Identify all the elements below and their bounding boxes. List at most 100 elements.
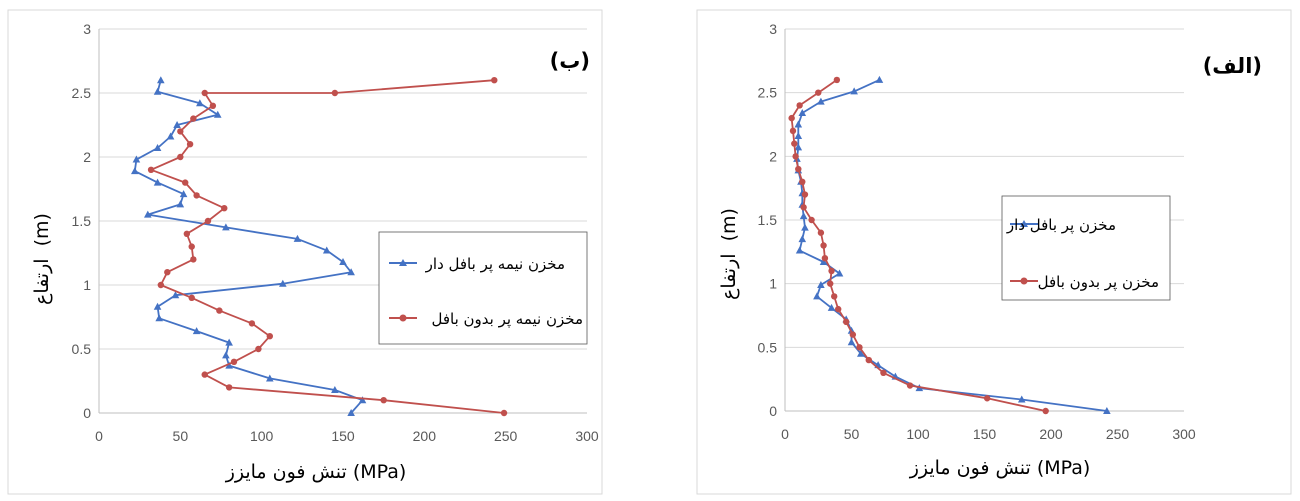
data-point-circle [491,77,498,84]
legend-marker-circle [399,314,407,322]
chart-panel-b: 0 0.5 1 1.5 2 2.5 3 0 50 100 150 200 250 300 (ب) تنش … [7,9,603,495]
data-point-triangle [222,223,230,231]
legend: مخزن پر بافل دار مخزن پر بدون بافل [1001,195,1171,301]
svg-text:ارتفاع (m): ارتفاع (m) [31,213,53,305]
y-axis-title-text: ارتفاع [31,258,53,304]
data-point-triangle [225,361,233,369]
data-point-triangle [819,258,828,266]
y-axis-title: ارتفاع (m) [31,213,53,305]
y-axis-title-unit: (m) [718,208,740,241]
legend-box [1001,195,1171,301]
data-point-triangle [339,257,347,265]
data-point-circle [204,217,212,225]
data-point-circle [188,243,195,250]
tick-labels: 0 0.5 1 1.5 2 2.5 3 0 50 100 150 200 250 300 [758,21,1196,442]
data-point-triangle [331,385,339,393]
data-point-triangle [857,349,865,357]
legend: مخزن نیمه پر بافل دار مخزن نیمه پر بدون … [378,231,588,345]
data-point-triangle [1103,407,1111,414]
data-point-triangle [225,338,233,346]
data-point-triangle [798,109,807,117]
legend-item-1: مخزن نیمه پر بدون بافل [389,310,583,329]
data-point-circle [266,333,273,340]
data-point-triangle [132,155,141,163]
data-point-triangle [166,132,175,140]
gridlines [785,28,1184,348]
y-tick-label: 1.5 [758,212,778,228]
data-point-triangle [153,178,162,186]
svg-text:ارتفاع (m): ارتفاع (m) [718,208,740,300]
data-point-circle [856,344,863,351]
panel-label: (ب) [550,49,590,73]
data-point-circle [849,331,857,338]
data-point-triangle [847,338,856,346]
x-tick-label: 150 [331,428,355,444]
y-tick-label: 2 [769,148,777,164]
data-point-circle [177,128,184,135]
data-point-circle [216,307,223,314]
x-tick-label: 200 [413,428,437,444]
data-point-triangle [153,302,162,310]
data-point-circle [147,166,155,173]
data-point-circle [201,89,208,97]
legend-label-1: مخزن نیمه پر بدون بافل [431,310,583,329]
y-tick-label: 3 [83,21,91,37]
data-point-circle [983,395,991,402]
data-point-triangle [875,75,884,83]
data-point-triangle [279,279,287,287]
x-tick-label: 0 [781,426,789,442]
data-point-circle [817,229,825,236]
data-point-circle [821,255,829,262]
x-tick-label: 200 [1039,426,1063,442]
x-tick-label: 100 [906,426,930,442]
data-point-triangle [222,351,230,359]
data-point-circle [801,191,809,198]
data-point-triangle [817,97,825,105]
data-point-triangle [144,210,152,218]
data-point-circle [820,242,827,249]
data-point-circle [230,358,238,365]
series-group [130,76,508,417]
data-point-triangle [155,314,163,322]
y-tick-label: 3 [769,21,777,37]
x-axis-title: تنش فون مایزز (MPa) [909,457,1091,479]
data-point-triangle [794,143,803,151]
y-tick-label: 0.5 [72,341,92,357]
data-point-circle [827,280,834,287]
data-point-triangle [827,303,836,311]
data-point-circle [800,204,807,211]
data-point-triangle [794,131,803,139]
data-point-circle [209,102,217,110]
data-point-triangle [179,190,188,198]
data-point-circle [880,369,887,376]
data-point-circle [795,165,802,173]
data-point-circle [248,320,256,327]
data-point-triangle [171,291,180,299]
data-point-circle [835,305,842,313]
data-point-circle [833,76,841,84]
x-tick-label: 300 [575,428,599,444]
data-point-circle [799,178,806,185]
data-point-circle [331,89,339,97]
tick-labels: 0 0.5 1 1.5 2 2.5 3 0 50 100 150 200 250 300 [72,21,599,444]
data-point-triangle [1017,395,1026,403]
x-tick-label: 300 [1172,426,1196,442]
data-point-circle [842,318,850,326]
data-point-circle [500,409,508,417]
data-point-circle [808,216,815,224]
data-point-triangle [347,409,355,416]
legend-label-0: مخزن نیمه پر بافل دار [425,255,565,274]
data-point-triangle [799,212,808,220]
legend-label-1: مخزن پر بدون بافل [1038,273,1159,292]
chart-panel-alef: 0 0.5 1 1.5 2 2.5 3 0 50 100 150 200 250 300 (الف) تن… [696,9,1292,495]
data-point-circle [225,384,233,391]
legend-marker-triangle [399,259,407,266]
data-point-triangle [347,268,355,276]
data-point-triangle [266,374,274,382]
data-point-triangle [817,280,825,288]
y-tick-label: 2 [83,149,91,165]
data-point-circle [906,382,914,389]
y-axis-title: ارتفاع (m) [718,208,740,300]
data-point-circle [221,205,228,212]
